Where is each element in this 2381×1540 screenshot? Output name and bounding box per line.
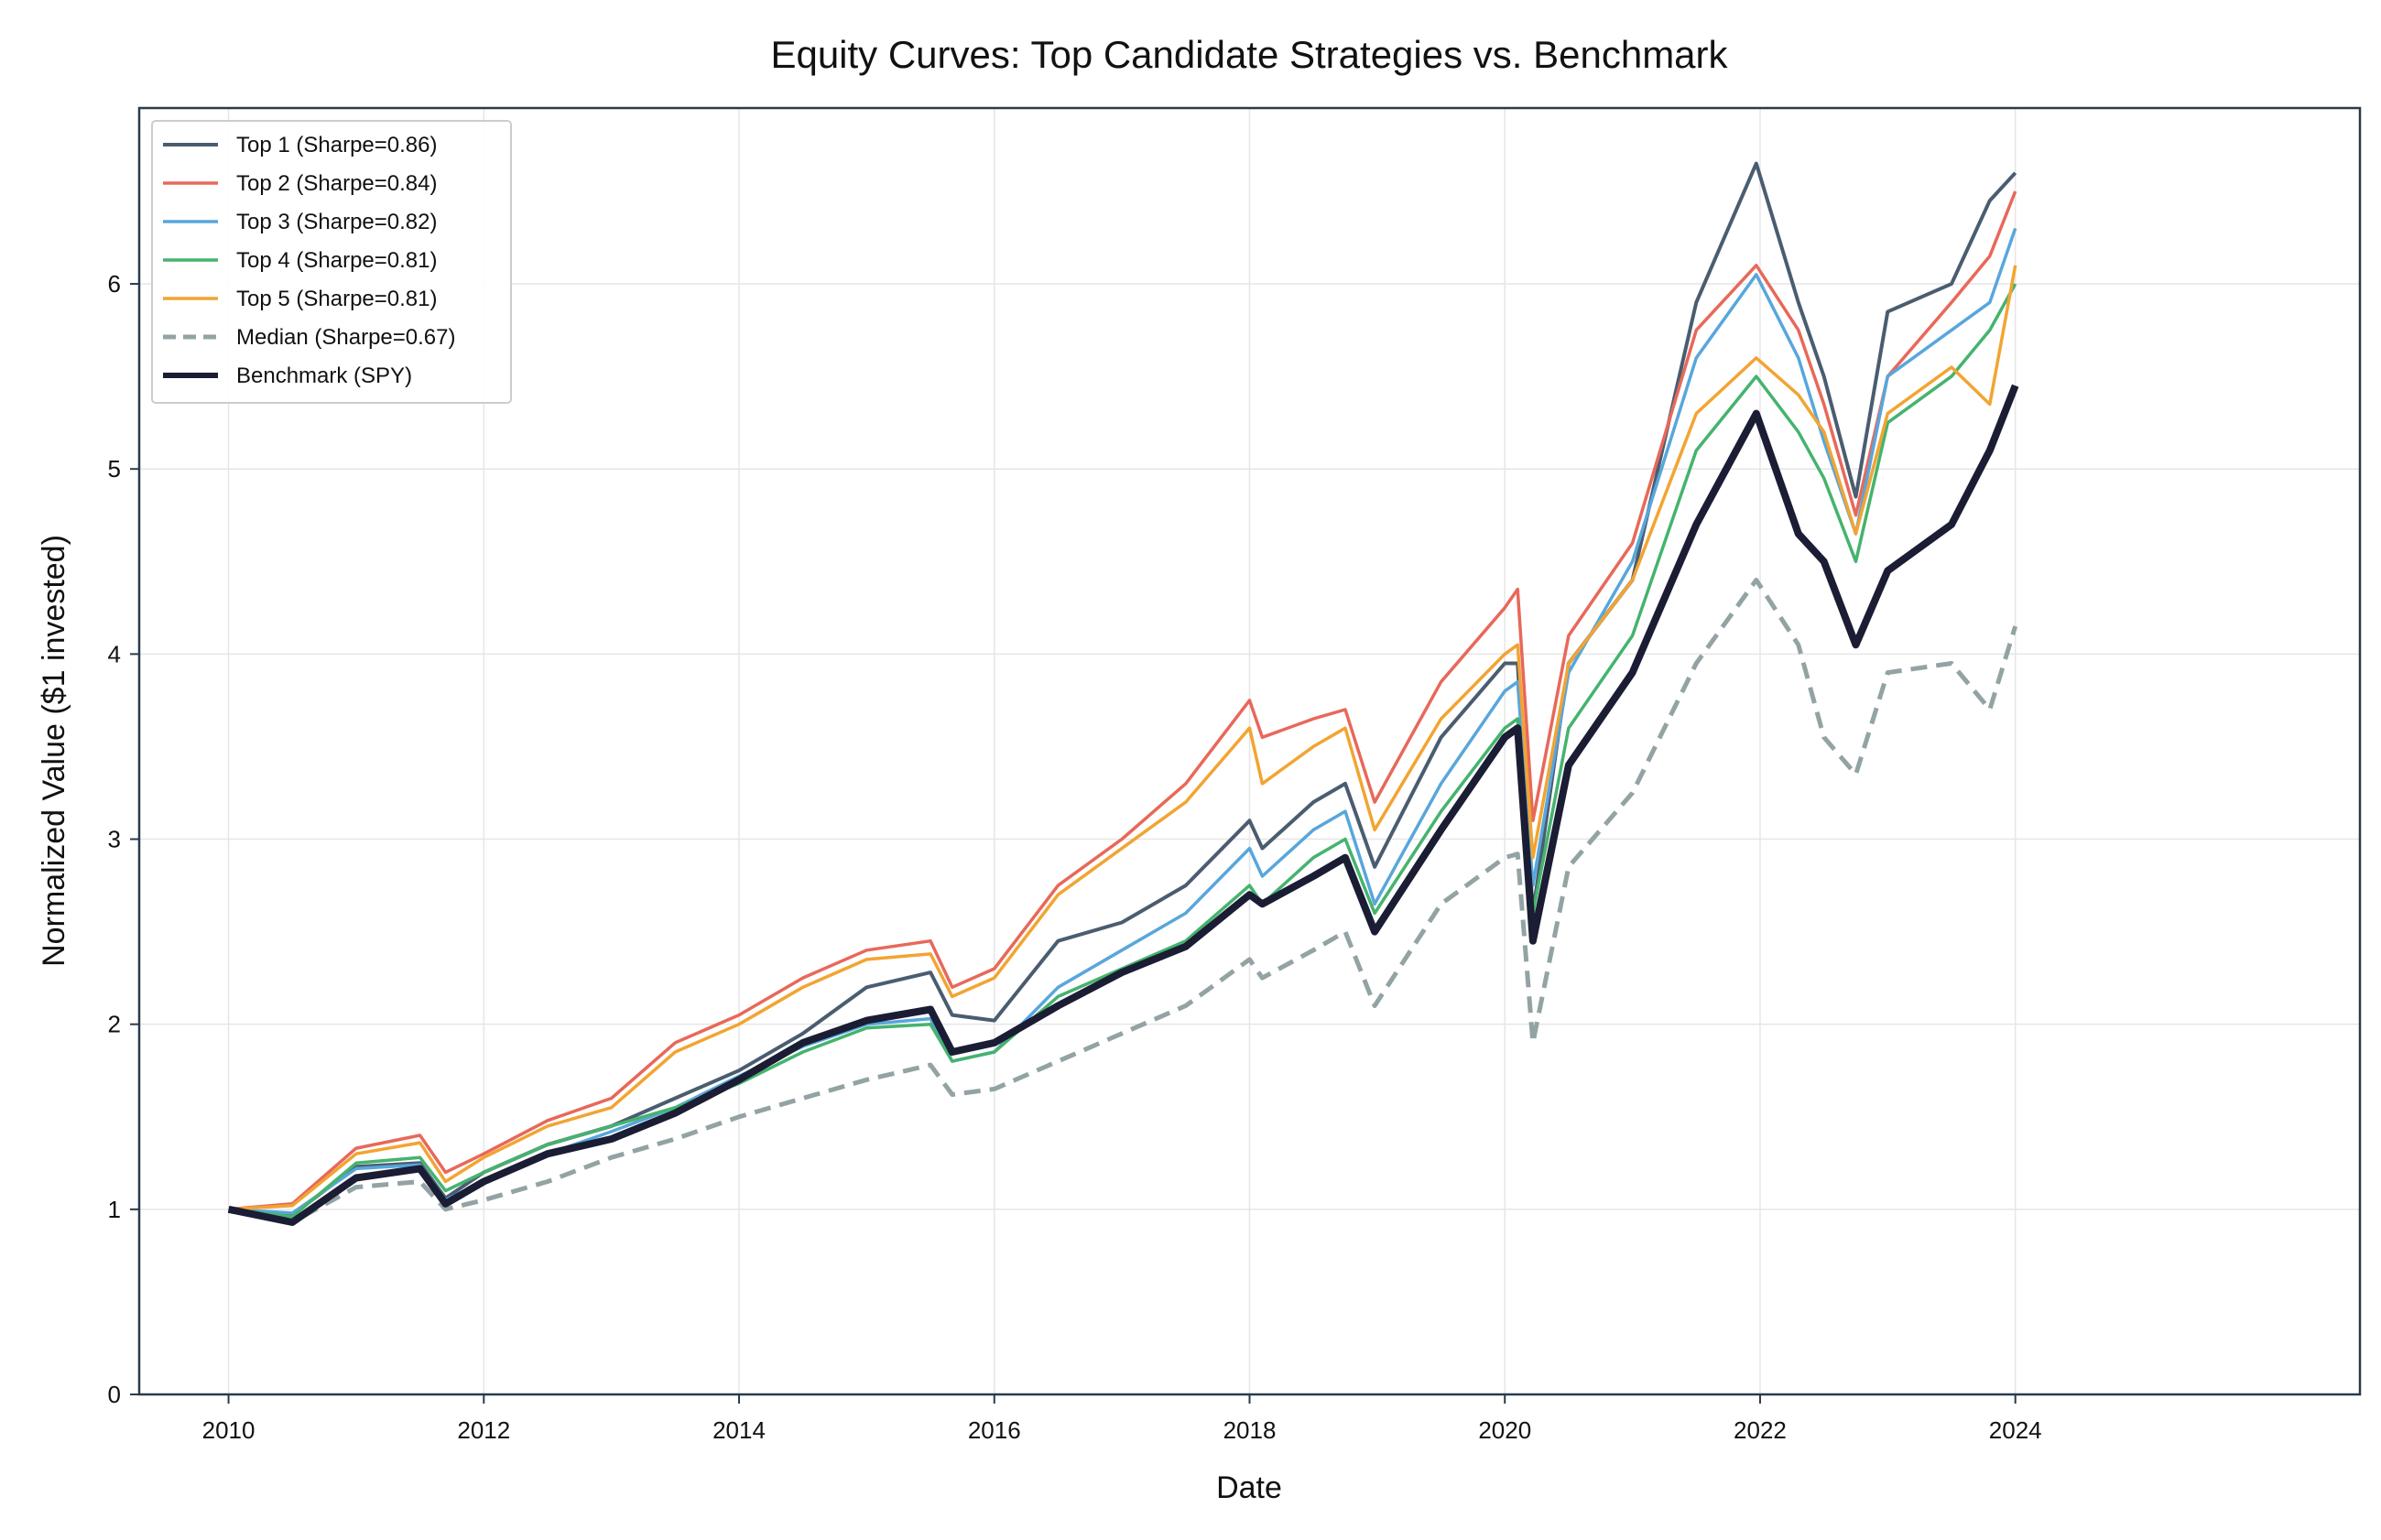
x-tick-label: 2014 [712, 1416, 766, 1444]
legend-label-2: Top 2 (Sharpe=0.84) [236, 171, 437, 196]
x-tick-label: 2022 [1734, 1416, 1787, 1444]
y-tick-label: 4 [108, 640, 121, 667]
chart-title: Equity Curves: Top Candidate Strategies … [770, 33, 1728, 76]
legend-label-4: Top 4 (Sharpe=0.81) [236, 248, 437, 273]
x-tick-label: 2020 [1478, 1416, 1531, 1444]
series-line-7 [227, 384, 2019, 1226]
x-axis-label: Date [1216, 1470, 1282, 1505]
series-lines [227, 161, 2019, 1226]
x-tick-label: 2018 [1223, 1416, 1277, 1444]
y-tick-label: 5 [108, 455, 121, 483]
x-tick-label: 2016 [968, 1416, 1021, 1444]
legend: Top 1 (Sharpe=0.86) Top 2 (Sharpe=0.84) To… [151, 120, 512, 404]
axis-ticks: 0 1 2 3 4 5 6 2010 2012 2014 2016 2018 2020 2022 2024 [108, 270, 2042, 1444]
y-tick-label: 6 [108, 270, 121, 298]
y-tick-label: 1 [108, 1196, 121, 1223]
series-line-2 [228, 190, 2017, 1211]
x-tick-label: 2012 [457, 1416, 510, 1444]
y-axis-label: Normalized Value ($1 invested) [37, 535, 71, 967]
x-tick-label: 2010 [202, 1416, 255, 1444]
series-line-5 [228, 265, 2017, 1211]
series-line-4 [228, 283, 2017, 1219]
legend-label-5: Top 5 (Sharpe=0.81) [236, 287, 437, 311]
legend-label-1: Top 1 (Sharpe=0.86) [236, 133, 437, 157]
y-tick-label: 0 [108, 1381, 121, 1408]
x-tick-label: 2024 [1989, 1416, 2042, 1444]
y-tick-label: 3 [108, 826, 121, 853]
legend-box [151, 120, 512, 404]
legend-label-3: Top 3 (Sharpe=0.82) [236, 210, 437, 234]
y-tick-label: 2 [108, 1011, 121, 1038]
legend-label-6: Median (Sharpe=0.67) [236, 325, 455, 350]
legend-label-7: Benchmark (SPY) [236, 363, 412, 388]
